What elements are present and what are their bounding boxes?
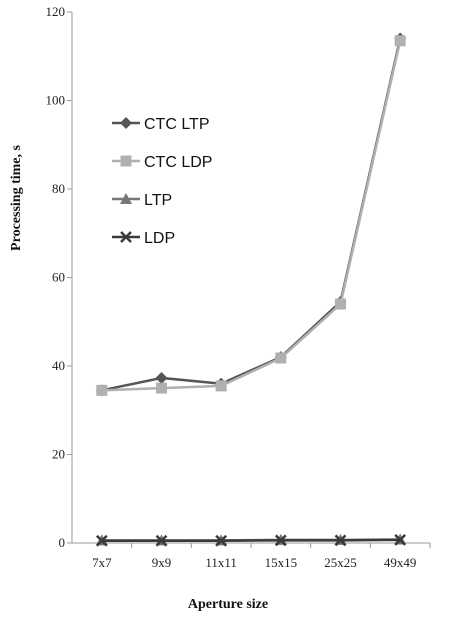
legend-marker: [120, 155, 132, 167]
y-tick-label: 100: [46, 93, 66, 108]
legend: CTC LTP CTC LDP LTP LDP: [112, 116, 212, 247]
series-ctc-ldp: [96, 35, 406, 396]
y-axis-title: Processing time, s: [9, 145, 24, 251]
y-tick-label: 80: [52, 181, 65, 196]
series-line: [101, 40, 402, 392]
data-point: [155, 371, 168, 384]
data-point: [215, 380, 227, 392]
data-point: [156, 382, 167, 394]
x-tick-label: 25x25: [324, 555, 357, 570]
legend-marker: [120, 117, 132, 129]
x-tick-label: 49x49: [384, 555, 417, 570]
y-tick-label: 60: [52, 270, 65, 285]
x-axis-ticks: 7x7 9x9 11x11 15x15 25x25 49x49: [92, 543, 431, 570]
legend-item: LDP: [112, 230, 175, 247]
series-line: [101, 538, 401, 543]
x-tick-label: 9x9: [152, 555, 172, 570]
legend-item: LTP: [112, 192, 172, 209]
x-tick-label: 15x15: [265, 555, 298, 570]
data-point: [275, 352, 287, 364]
y-tick-label: 120: [46, 4, 66, 19]
x-tick-label: 11x11: [205, 555, 237, 570]
legend-marker: [120, 231, 132, 243]
series-line: [101, 38, 402, 392]
data-point: [95, 534, 108, 547]
y-tick-label: 0: [59, 535, 66, 550]
data-point: [274, 534, 287, 547]
y-axis-ticks: 0 20 40 60 80 100 120: [46, 4, 72, 550]
legend-label: CTC LDP: [144, 154, 212, 171]
y-tick-label: 20: [52, 447, 65, 462]
data-point: [335, 298, 346, 310]
data-point: [96, 384, 108, 396]
axes: [71, 12, 430, 544]
data-point: [394, 534, 407, 546]
legend-item: CTC LDP: [112, 154, 212, 171]
y-tick-label: 40: [52, 358, 65, 373]
data-point: [394, 35, 406, 47]
data-point: [155, 534, 168, 547]
series-layer: [95, 32, 407, 547]
data-point: [215, 534, 228, 547]
x-axis-title: Aperture size: [188, 597, 268, 612]
legend-item: CTC LTP: [112, 116, 209, 133]
legend-label: CTC LTP: [144, 116, 209, 133]
x-tick-label: 7x7: [92, 555, 112, 570]
legend-marker: [120, 193, 132, 204]
data-point: [334, 534, 347, 547]
series-ldp: [95, 534, 407, 547]
legend-label: LDP: [144, 230, 175, 247]
legend-label: LTP: [144, 192, 172, 209]
